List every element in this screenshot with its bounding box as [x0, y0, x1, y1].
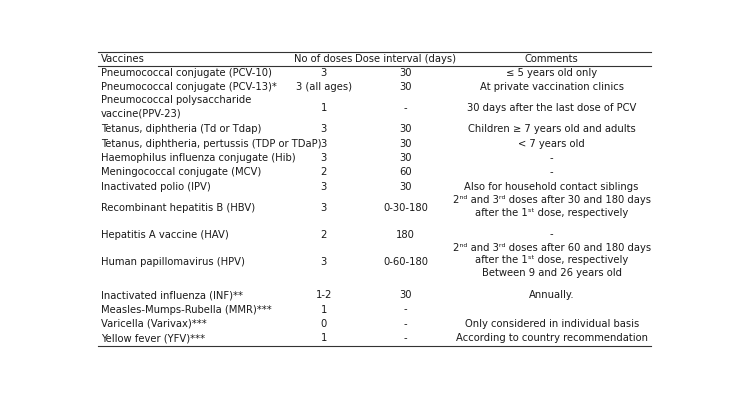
Text: 30: 30: [400, 82, 412, 92]
Text: 30: 30: [400, 153, 412, 163]
Text: No of doses: No of doses: [295, 54, 353, 64]
Text: Comments: Comments: [525, 54, 578, 64]
Text: Recombinant hepatitis B (HBV): Recombinant hepatitis B (HBV): [101, 203, 255, 213]
Text: Inactivated polio (IPV): Inactivated polio (IPV): [101, 182, 211, 192]
Text: 30: 30: [400, 124, 412, 134]
Text: 3: 3: [320, 257, 327, 267]
Text: 2: 2: [320, 168, 327, 177]
Text: -: -: [550, 168, 553, 177]
Text: Only considered in individual basis: Only considered in individual basis: [465, 319, 639, 329]
Text: 0-60-180: 0-60-180: [383, 257, 428, 267]
Text: 1: 1: [320, 103, 327, 113]
Text: 30: 30: [400, 68, 412, 78]
Text: Children ≥ 7 years old and adults: Children ≥ 7 years old and adults: [468, 124, 635, 134]
Text: -: -: [404, 103, 408, 113]
Text: Measles-Mumps-Rubella (MMR)***: Measles-Mumps-Rubella (MMR)***: [101, 304, 272, 314]
Text: 3: 3: [320, 139, 327, 148]
Text: -: -: [550, 229, 553, 239]
Text: < 7 years old: < 7 years old: [518, 139, 585, 148]
Text: Annually.: Annually.: [529, 290, 575, 300]
Text: 30: 30: [400, 139, 412, 148]
Text: Varicella (Varivax)***: Varicella (Varivax)***: [101, 319, 207, 329]
Text: 2: 2: [320, 229, 327, 239]
Text: 30: 30: [400, 290, 412, 300]
Text: -: -: [550, 153, 553, 163]
Text: Haemophilus influenza conjugate (Hib): Haemophilus influenza conjugate (Hib): [101, 153, 295, 163]
Text: 1: 1: [320, 333, 327, 343]
Text: 3 (all ages): 3 (all ages): [295, 82, 352, 92]
Text: Tetanus, diphtheria (Td or Tdap): Tetanus, diphtheria (Td or Tdap): [101, 124, 262, 134]
Text: 30: 30: [400, 182, 412, 192]
Text: Inactivated influenza (INF)**: Inactivated influenza (INF)**: [101, 290, 243, 300]
Text: 3: 3: [320, 182, 327, 192]
Text: 0: 0: [320, 319, 327, 329]
Text: 2ⁿᵈ and 3ʳᵈ doses after 30 and 180 days
after the 1ˢᵗ dose, respectively: 2ⁿᵈ and 3ʳᵈ doses after 30 and 180 days …: [452, 195, 651, 218]
Text: Meningococcal conjugate (MCV): Meningococcal conjugate (MCV): [101, 168, 261, 177]
Text: Hepatitis A vaccine (HAV): Hepatitis A vaccine (HAV): [101, 229, 229, 239]
Text: -: -: [404, 333, 408, 343]
Text: Yellow fever (YFV)***: Yellow fever (YFV)***: [101, 333, 205, 343]
Text: Dose interval (days): Dose interval (days): [355, 54, 456, 64]
Text: -: -: [404, 319, 408, 329]
Text: According to country recommendation: According to country recommendation: [455, 333, 648, 343]
Text: 3: 3: [320, 203, 327, 213]
Text: ≤ 5 years old only: ≤ 5 years old only: [506, 68, 597, 78]
Text: 3: 3: [320, 124, 327, 134]
Text: 1: 1: [320, 304, 327, 314]
Text: 3: 3: [320, 153, 327, 163]
Text: Tetanus, diphtheria, pertussis (TDP or TDaP): Tetanus, diphtheria, pertussis (TDP or T…: [101, 139, 322, 148]
Text: 0-30-180: 0-30-180: [383, 203, 428, 213]
Text: Human papillomavirus (HPV): Human papillomavirus (HPV): [101, 257, 245, 267]
Text: 30 days after the last dose of PCV: 30 days after the last dose of PCV: [467, 103, 637, 113]
Text: 2ⁿᵈ and 3ʳᵈ doses after 60 and 180 days
after the 1ˢᵗ dose, respectively
Between: 2ⁿᵈ and 3ʳᵈ doses after 60 and 180 days …: [452, 243, 651, 278]
Text: Pneumococcal conjugate (PCV-10): Pneumococcal conjugate (PCV-10): [101, 68, 272, 78]
Text: Pneumococcal polysaccharide
vaccine(PPV-23): Pneumococcal polysaccharide vaccine(PPV-…: [101, 95, 251, 118]
Text: Vaccines: Vaccines: [101, 54, 145, 64]
Text: 180: 180: [396, 229, 415, 239]
Text: 3: 3: [320, 68, 327, 78]
Text: Also for household contact siblings: Also for household contact siblings: [464, 182, 639, 192]
Text: 1-2: 1-2: [316, 290, 332, 300]
Text: At private vaccination clinics: At private vaccination clinics: [480, 82, 624, 92]
Text: -: -: [404, 304, 408, 314]
Text: 60: 60: [399, 168, 412, 177]
Text: Pneumococcal conjugate (PCV-13)*: Pneumococcal conjugate (PCV-13)*: [101, 82, 277, 92]
